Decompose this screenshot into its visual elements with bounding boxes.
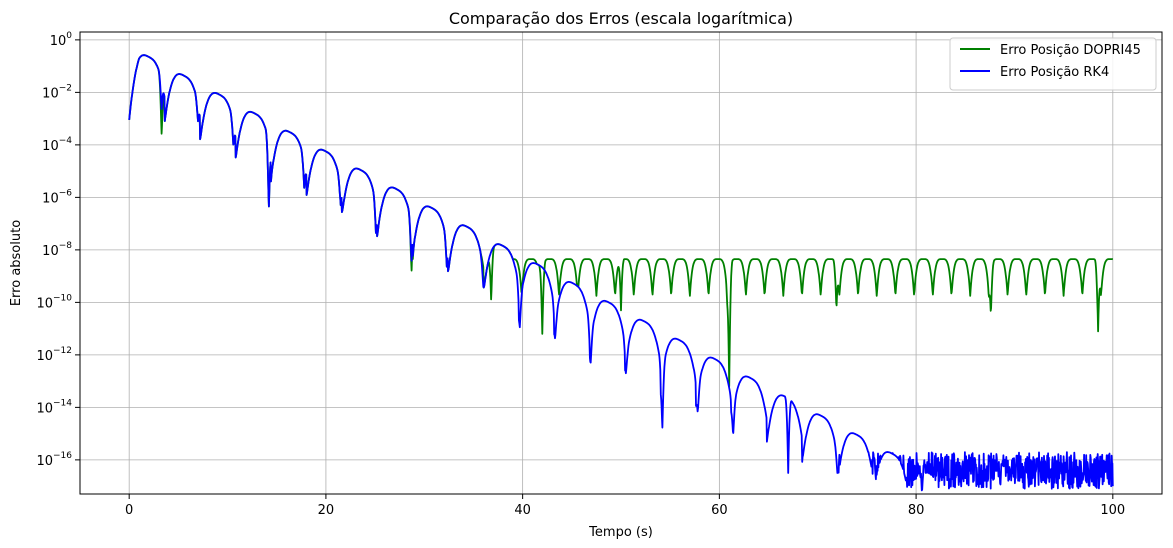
y-tick-exponent: −12 bbox=[53, 346, 72, 356]
legend: Erro Posição DOPRI45 Erro Posição RK4 bbox=[949, 37, 1157, 91]
y-tick-label: 10−2 bbox=[42, 83, 72, 101]
x-tick-label: 80 bbox=[908, 503, 925, 518]
y-tick-label: 10−10 bbox=[36, 293, 72, 311]
y-tick-exponent: −2 bbox=[59, 83, 72, 93]
y-tick-exponent: 0 bbox=[66, 31, 72, 41]
y-tick-exponent: −4 bbox=[59, 136, 73, 146]
y-tick-base: 10 bbox=[42, 139, 59, 154]
legend-label-rk4: Erro Posição RK4 bbox=[1000, 65, 1109, 80]
x-tick-label: 20 bbox=[318, 503, 335, 518]
ticks: 0 20 40 60 80 10010010−210−410−610−810−1010−1… bbox=[36, 31, 1125, 518]
y-tick-exponent: −16 bbox=[53, 451, 72, 461]
x-tick-label: 0 bbox=[125, 503, 133, 518]
y-tick-label: 100 bbox=[50, 31, 73, 49]
series-layer bbox=[128, 54, 1114, 492]
y-tick-base: 10 bbox=[42, 191, 59, 206]
series-line-rk4 bbox=[128, 54, 1114, 492]
chart-title: Comparação dos Erros (escala logarítmica… bbox=[449, 9, 793, 28]
y-axis-label: Erro absoluto bbox=[9, 220, 24, 306]
y-tick-base: 10 bbox=[36, 296, 53, 311]
y-tick-base: 10 bbox=[36, 349, 53, 364]
y-tick-label: 10−8 bbox=[42, 241, 72, 259]
y-tick-base: 10 bbox=[36, 401, 53, 416]
x-tick-label: 60 bbox=[711, 503, 728, 518]
x-axis-label: Tempo (s) bbox=[588, 525, 653, 540]
legend-box bbox=[949, 37, 1157, 91]
y-tick-base: 10 bbox=[42, 86, 59, 101]
y-tick-exponent: −6 bbox=[59, 188, 73, 198]
y-tick-label: 10−6 bbox=[42, 188, 72, 206]
x-tick-label: 40 bbox=[514, 503, 531, 518]
y-tick-label: 10−16 bbox=[36, 451, 72, 469]
x-tick-label: 100 bbox=[1100, 503, 1125, 518]
y-tick-base: 10 bbox=[42, 244, 59, 259]
series-line-dopri45 bbox=[128, 54, 1114, 388]
legend-label-dopri45: Erro Posição DOPRI45 bbox=[1000, 43, 1141, 58]
y-tick-label: 10−12 bbox=[36, 346, 72, 364]
y-tick-base: 10 bbox=[50, 34, 67, 49]
y-tick-base: 10 bbox=[36, 454, 53, 469]
y-tick-exponent: −10 bbox=[53, 293, 72, 303]
y-tick-exponent: −8 bbox=[59, 241, 73, 251]
plot-frame bbox=[79, 31, 1163, 495]
y-tick-exponent: −14 bbox=[53, 398, 72, 408]
grid bbox=[80, 32, 1162, 494]
y-tick-label: 10−4 bbox=[42, 136, 72, 154]
y-tick-label: 10−14 bbox=[36, 398, 72, 416]
